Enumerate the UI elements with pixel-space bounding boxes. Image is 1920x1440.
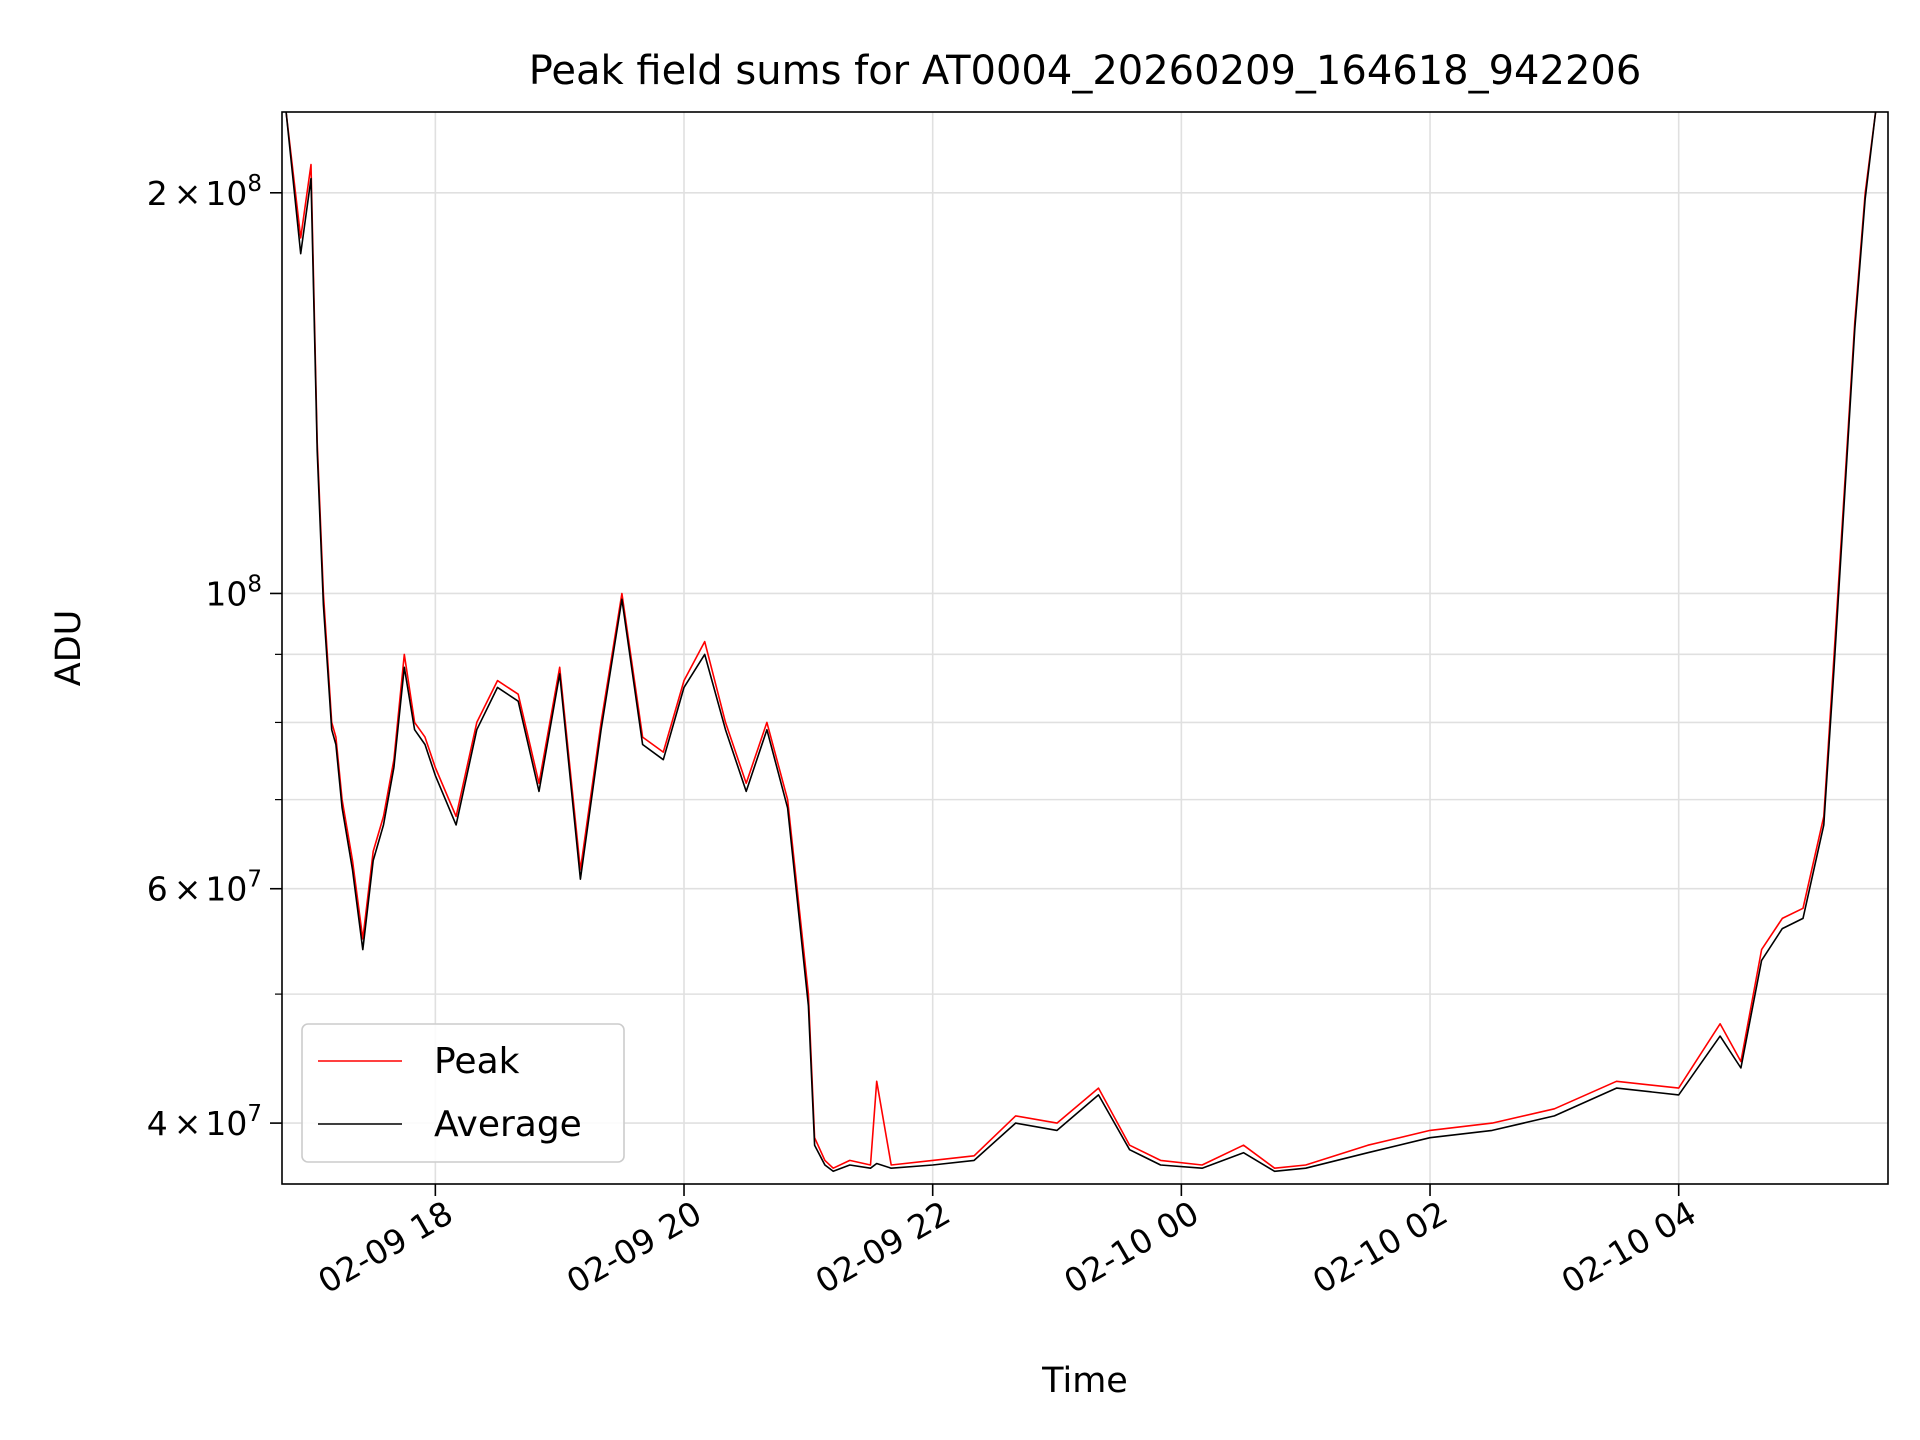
legend-box <box>301 1023 625 1163</box>
y-tick-ten: 10 <box>205 1104 247 1143</box>
y-tick-ten: 10 <box>205 870 247 909</box>
y-tick-label: 2 × 108 <box>147 171 262 213</box>
y-tick-base: 2 <box>147 174 168 213</box>
y-tick-base: 6 <box>147 870 168 909</box>
y-axis-label: ADU <box>49 610 89 687</box>
legend-label: Peak <box>434 1041 520 1082</box>
y-tick-exponent: 8 <box>247 171 262 197</box>
y-tick-ten: 10 <box>205 174 247 213</box>
y-tick-label: 6 × 107 <box>147 867 262 909</box>
series-line-average <box>285 112 1877 1173</box>
y-tick-label: 4 × 107 <box>147 1101 262 1143</box>
y-tick-times: × <box>174 870 202 909</box>
y-tick-label: 108 <box>205 571 262 613</box>
legend-label: Average <box>434 1104 582 1145</box>
y-tick-base: 4 <box>147 1104 168 1143</box>
y-tick-times: × <box>174 174 202 213</box>
chart-title: Peak field sums for AT0004_20260209_1646… <box>529 48 1642 94</box>
plot-frame <box>281 111 1889 1185</box>
legend: Peak Average <box>301 1023 625 1163</box>
y-tick-exponent: 7 <box>247 867 262 893</box>
y-tick-ten: 10 <box>205 574 247 613</box>
series-layer <box>285 112 1877 1173</box>
y-tick-times: × <box>174 1104 202 1143</box>
y-tick-exponent: 8 <box>247 571 262 597</box>
x-axis-label: Time <box>1041 1361 1128 1401</box>
y-tick-exponent: 7 <box>247 1101 262 1127</box>
